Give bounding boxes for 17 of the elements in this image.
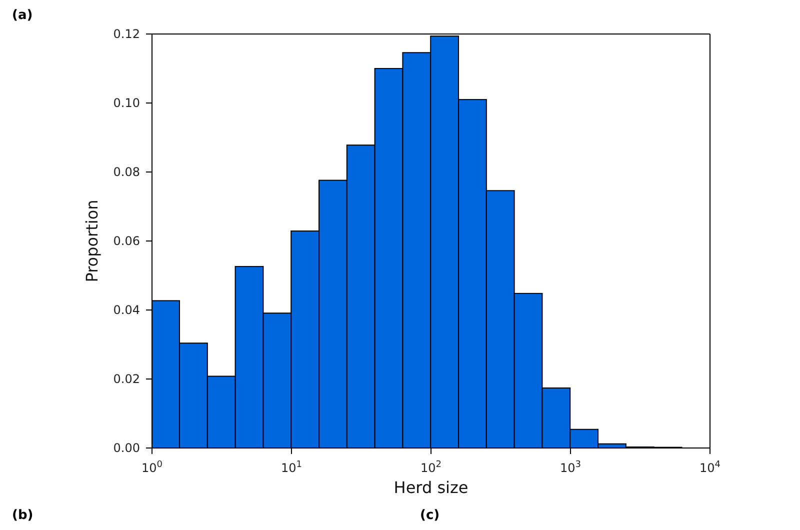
y-tick-label: 0.10 — [113, 96, 140, 110]
y-tick-label: 0.02 — [113, 372, 140, 386]
panel-label: (b) — [12, 508, 34, 523]
y-tick-label: 0.06 — [113, 234, 140, 248]
x-tick-label: 10$^{3}$ — [560, 460, 582, 475]
x-tick-label: 10$^{0}$ — [141, 460, 163, 475]
x-tick-label: 10$^{4}$ — [699, 460, 721, 475]
panel-label: (c) — [420, 508, 440, 523]
x-tick-label: 10$^{2}$ — [420, 460, 442, 475]
y-axis-title: Proportion — [82, 200, 102, 282]
y-tick-label: 0.08 — [113, 165, 140, 179]
panel-label: (a) — [12, 8, 33, 23]
y-tick-label: 0.00 — [113, 441, 140, 455]
x-tick-label: 10$^{1}$ — [280, 460, 302, 475]
y-tick-label: 0.04 — [113, 303, 140, 317]
y-tick-label: 0.12 — [113, 27, 140, 41]
x-axis-title: Herd size — [394, 478, 468, 497]
